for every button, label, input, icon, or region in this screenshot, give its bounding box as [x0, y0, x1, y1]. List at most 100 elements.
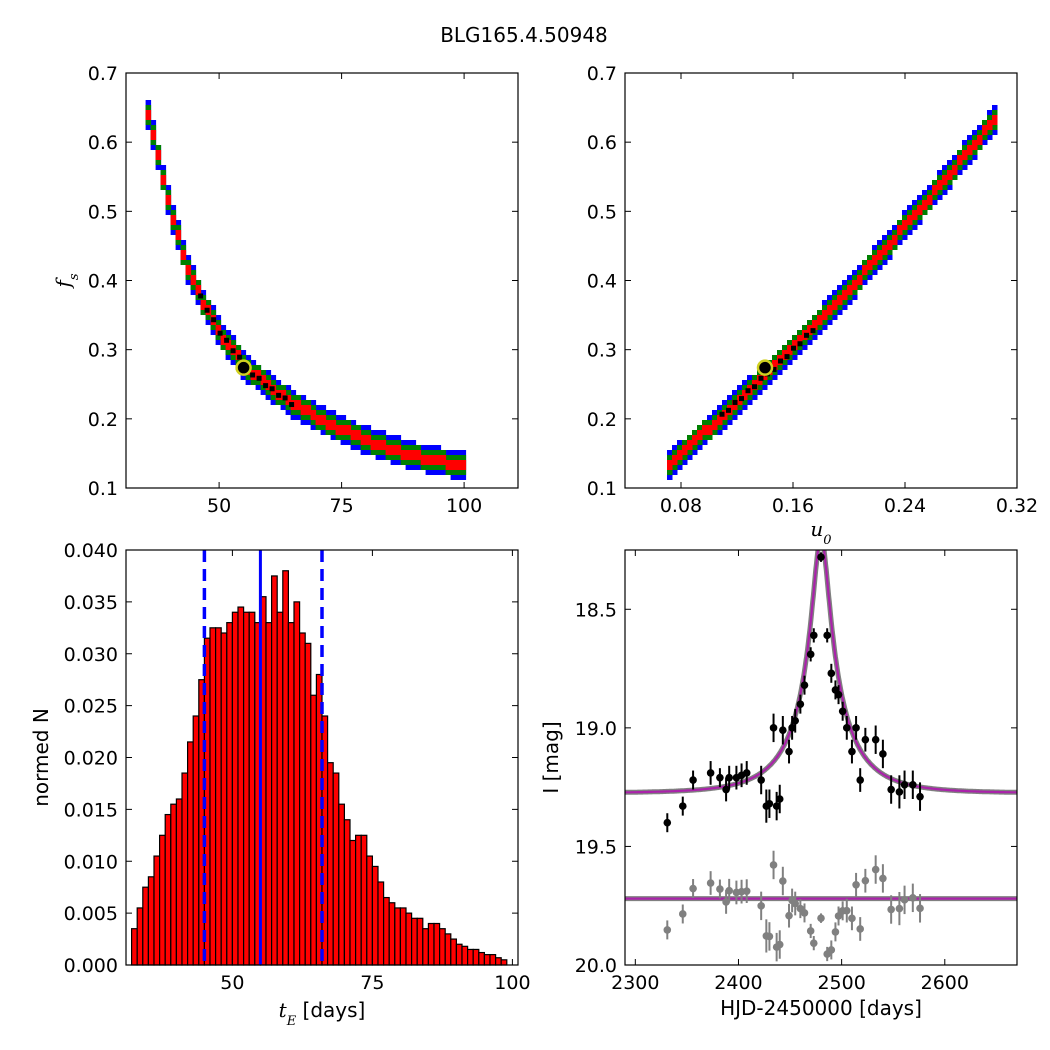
histogram-bar	[450, 938, 457, 966]
density-inner-cell	[912, 210, 918, 220]
density-inner-cell	[917, 205, 923, 215]
density-peak-cell	[282, 395, 288, 401]
histogram-bar	[175, 798, 183, 966]
data-point	[842, 724, 851, 732]
histogram-bar	[422, 928, 429, 966]
density-inner-cell	[817, 315, 823, 325]
histogram-bar	[181, 772, 189, 966]
model-curve-band	[625, 550, 1017, 795]
y-tick-label: 0.2	[88, 409, 118, 431]
data-point	[722, 785, 730, 794]
histogram-bar	[366, 855, 373, 966]
density-inner-cell	[385, 445, 392, 455]
density-inner-cell	[395, 445, 402, 455]
density-peak-cell	[256, 375, 262, 381]
residual-point	[809, 939, 818, 947]
density-inner-cell	[310, 410, 317, 420]
density-inner-cell	[962, 150, 968, 160]
data-point	[663, 818, 672, 827]
x-tick-label: 2500	[817, 972, 865, 994]
density-inner-cell	[952, 165, 958, 175]
density-inner-cell	[877, 250, 883, 260]
residual-point	[689, 884, 697, 893]
density-inner-cell	[977, 135, 983, 145]
density-peak-cell	[726, 407, 731, 413]
density-inner-cell	[320, 415, 327, 425]
y-tick-label: 0.3	[587, 340, 617, 362]
residual-point	[848, 914, 856, 923]
density-inner-cell	[220, 335, 227, 345]
residual-point	[806, 927, 815, 935]
residual-point	[785, 911, 793, 920]
density-peak-cell	[269, 386, 275, 392]
residual-point	[852, 880, 860, 889]
x-tick-label: 0.08	[660, 495, 702, 517]
histogram-bar	[427, 922, 435, 966]
density-inner-cell	[440, 455, 447, 465]
density-inner-cell	[215, 325, 222, 335]
density-inner-cell	[862, 265, 868, 275]
histogram-bar	[153, 855, 161, 966]
residual-point	[834, 912, 843, 920]
residual-point	[827, 946, 836, 954]
x-tick-label: 75	[330, 495, 354, 517]
density-peak-cell	[217, 330, 223, 336]
data-point	[716, 773, 724, 782]
density-peak-cell	[276, 392, 282, 398]
density-inner-cell	[857, 275, 863, 285]
y-tick-label: 0.2	[587, 409, 617, 431]
density-inner-cell	[400, 450, 407, 460]
density-inner-cell	[355, 430, 362, 440]
histogram-bar	[478, 951, 485, 966]
histogram-bar	[377, 881, 385, 966]
histogram-bar	[394, 907, 401, 966]
residual-point	[909, 894, 917, 902]
data-point	[788, 724, 796, 732]
panel-light-curve: 2300 2400 2500 2600 18.5 19.0 19.5 20.0 HJD-2450…	[539, 549, 1018, 1020]
data-point	[806, 650, 815, 659]
residual-point	[757, 902, 765, 910]
density-peak-cell	[237, 354, 243, 360]
x-axis-label-sub: E	[286, 1014, 297, 1029]
x-tick-label: 100	[494, 972, 530, 994]
histogram-bar	[411, 917, 418, 966]
histogram-bar	[388, 902, 396, 966]
density-inner-cell	[375, 440, 382, 450]
y-tick-label: 0.1	[587, 478, 617, 500]
density-inner-cell	[672, 455, 678, 465]
density-inner-cell	[707, 425, 713, 435]
density-peak-cell	[752, 384, 757, 390]
histogram-bar	[371, 865, 379, 966]
density-inner-cell	[185, 265, 192, 275]
histogram-bar	[500, 959, 508, 966]
density-inner-cell	[325, 420, 332, 430]
panel-fs-vs-u0: 0.08 0.16 0.24 0.32 0.1 0.2 0.3 0.4 0.5 0.6 0.7 u0	[587, 63, 1038, 548]
residual-point	[856, 925, 864, 933]
y-tick-label: 0.6	[587, 132, 617, 154]
data-point	[871, 735, 880, 744]
density-inner-cell	[175, 230, 182, 240]
density-inner-cell	[305, 405, 312, 415]
density-inner-cell	[155, 150, 162, 160]
histogram-bar	[243, 611, 250, 966]
data-point	[678, 802, 687, 810]
density-inner-cell	[460, 460, 467, 470]
density-inner-cell	[982, 125, 988, 135]
y-tick-label: 0.010	[64, 851, 118, 873]
histogram-bar	[276, 611, 284, 966]
residual-point	[871, 865, 880, 874]
x-tick-label: 2400	[714, 972, 762, 994]
y-tick-label: 0.030	[64, 644, 118, 666]
density-inner-cell	[195, 285, 202, 295]
density-inner-cell	[285, 395, 292, 405]
density-inner-cell	[435, 455, 442, 465]
y-tick-label: 0.000	[64, 955, 118, 977]
density-inner-cell	[295, 400, 302, 410]
histogram-bar	[405, 912, 413, 966]
y-tick-label: 20.0	[575, 955, 617, 977]
data-point	[706, 769, 715, 777]
histogram-bar	[299, 632, 306, 966]
density-inner-cell	[350, 430, 357, 440]
histogram-bar	[265, 622, 273, 966]
histogram-bar	[237, 606, 245, 966]
